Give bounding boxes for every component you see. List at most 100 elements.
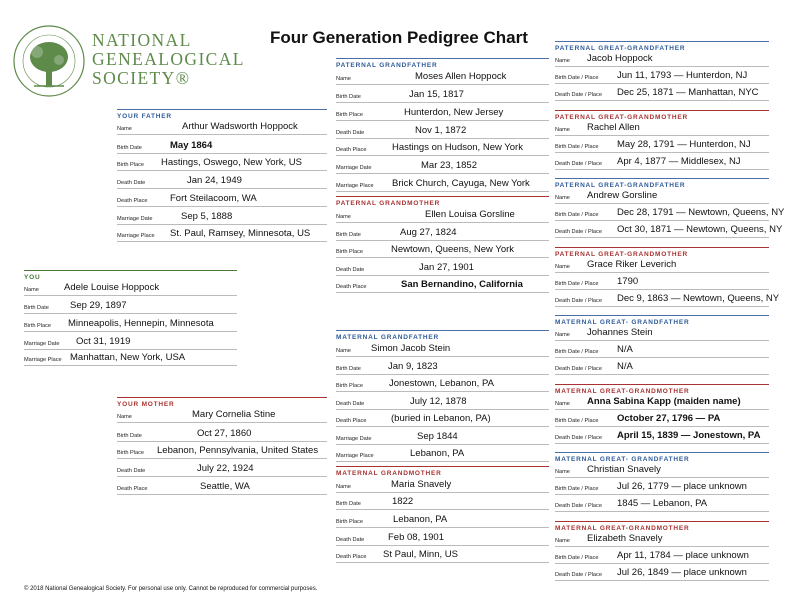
field-label: Death Place: [117, 198, 148, 204]
great-grandparent-birth-row: Birth Date / Place 1790: [555, 272, 769, 290]
mother-name-row: Name Mary Cornelia Stine: [117, 405, 327, 423]
maternal-grandfather-header: MATERNAL GRANDFATHER: [336, 330, 549, 341]
field-value: Arthur Wadsworth Hoppock: [182, 121, 298, 132]
field-value: Jan 15, 1817: [409, 89, 464, 100]
pat-gm-name-row: Name Ellen Louisa Gorsline: [336, 205, 549, 223]
you-birth-place-row: Birth Place Minneapolis, Hennepin, Minnes…: [24, 314, 237, 332]
great-grandparent-header: MATERNAL GREAT- GRANDFATHER: [555, 452, 769, 463]
field-value: Brick Church, Cayuga, New York: [392, 178, 530, 189]
pat-gf-death-date-row: Death Date Nov 1, 1872: [336, 121, 549, 139]
you-name-row: Name Adele Louise Hoppock: [24, 278, 237, 296]
field-value: July 22, 1924: [197, 463, 254, 474]
great-grandparent-name-value: Rachel Allen: [587, 121, 640, 133]
pat-gm-birth-date-row: Birth Date Aug 27, 1824: [336, 223, 549, 241]
field-label: Marriage Date: [24, 341, 60, 347]
great-grandparent-death-row: Death Date / Place April 15, 1839 — Jones…: [555, 426, 769, 444]
field-label: Death Place: [336, 147, 367, 153]
field-label: Birth Date: [336, 501, 361, 507]
mat-gm-death-date-row: Death Date Feb 08, 1901: [336, 528, 549, 546]
field-label: Name: [555, 537, 570, 544]
great-grandparent-death-value: April 15, 1839 — Jonestown, PA: [617, 429, 761, 441]
field-label: Birth Place: [336, 383, 364, 389]
field-label: Name: [117, 126, 132, 132]
you-marriage-date-row: Marriage Date Oct 31, 1919: [24, 332, 237, 350]
field-label: Death Place: [336, 284, 367, 290]
father-marriage-date-row: Marriage Date Sep 5, 1888: [117, 207, 327, 225]
field-value: Oct 27, 1860: [197, 428, 252, 439]
field-label: Name: [117, 414, 132, 420]
field-value: Hastings on Hudson, New York: [392, 142, 523, 153]
mat-gf-birth-date-row: Birth Date Jan 9, 1823: [336, 357, 549, 375]
mat-gm-birth-place-row: Birth Place Lebanon, PA: [336, 510, 549, 528]
field-value: Nov 1, 1872: [415, 125, 467, 136]
field-label: Death Date / Place: [555, 297, 602, 304]
father-marriage-place-row: Marriage Place St. Paul, Ramsey, Minnesot…: [117, 224, 327, 242]
great-grandparent-death-row: Death Date / Place N/A: [555, 357, 769, 375]
field-label: Death Place: [117, 486, 148, 492]
field-value: Newtown, Queens, New York: [391, 244, 515, 255]
great-grandparent-name-row: Name Johannes Stein: [555, 323, 769, 341]
field-label: Death Date / Place: [555, 571, 602, 578]
great-grandparent-death-value: Apr 4, 1877 — Middlesex, NJ: [617, 155, 741, 167]
field-value: Lebanon, Pennsylvania, United States: [157, 445, 319, 456]
mother-birth-place-row: Birth Place Lebanon, Pennsylvania, United…: [117, 441, 327, 459]
pat-gm-death-place-row: Death Place San Bernandino, California: [336, 275, 549, 293]
field-value: Ellen Louisa Gorsline: [425, 209, 515, 220]
field-value: Sep 1844: [417, 431, 458, 442]
great-grandparent-death-value: Dec 25, 1871 — Manhattan, NYC: [617, 87, 759, 98]
field-label: Death Date: [117, 180, 146, 186]
field-label: Birth Date / Place: [555, 212, 599, 218]
field-label: Name: [336, 214, 351, 220]
field-label: Birth Place: [117, 162, 145, 168]
field-label: Birth Date: [336, 366, 361, 372]
field-value: Lebanon, PA: [410, 448, 465, 459]
father-birth-place-row: Birth Place Hastings, Oswego, New York, U…: [117, 153, 327, 171]
field-label: Death Date / Place: [555, 366, 602, 372]
great-grandparent-death-row: Death Date / Place Jul 26, 1849 — place u…: [555, 563, 769, 581]
field-label: Name: [336, 484, 351, 490]
mother-death-date-row: Death Date July 22, 1924: [117, 459, 327, 477]
you-header: YOU: [24, 270, 237, 281]
field-value: July 12, 1878: [410, 396, 467, 407]
field-value: Hastings, Oswego, New York, US: [161, 157, 302, 168]
field-label: Birth Date: [117, 145, 142, 151]
field-label: Name: [336, 76, 351, 82]
mat-gm-birth-date-row: Birth Date 1822: [336, 492, 549, 510]
great-grandparent-birth-row: Birth Date / Place May 28, 1791 — Hunterd…: [555, 135, 769, 153]
great-grandparent-death-value: N/A: [617, 361, 633, 372]
great-grandparent-death-row: Death Date / Place Apr 4, 1877 — Middlese…: [555, 152, 769, 170]
great-grandparent-name-value: Anna Sabina Kapp (maiden name): [587, 395, 741, 407]
field-label: Birth Place: [336, 519, 364, 525]
field-label: Death Date / Place: [555, 229, 602, 235]
great-grandparent-name-row: Name Anna Sabina Kapp (maiden name): [555, 392, 769, 410]
field-value: Seattle, WA: [200, 481, 250, 492]
great-grandparent-birth-value: Jul 26, 1779 — place unknown: [617, 481, 747, 492]
great-grandparent-birth-value: May 28, 1791 — Hunterdon, NJ: [617, 138, 751, 150]
great-grandparent-name-row: Name Elizabeth Snavely: [555, 529, 769, 547]
society-seal-logo: [13, 25, 85, 97]
field-value: May 1864: [170, 140, 213, 151]
great-grandparent-birth-value: 1790: [617, 275, 639, 287]
great-grandparent-header: MATERNAL GREAT-GRANDMOTHER: [555, 383, 769, 395]
great-grandparent-name-row: Name Rachel Allen: [555, 118, 769, 136]
field-label: Name: [555, 126, 570, 133]
great-grandparent-death-value: Oct 30, 1871 — Newtown, Queens, NY: [617, 224, 783, 235]
field-label: Death Place: [336, 418, 367, 424]
field-label: Death Date / Place: [555, 92, 602, 98]
great-grandparent-death-value: 1845 — Lebanon, PA: [617, 498, 708, 509]
paternal-grandmother-header: PATERNAL GRANDMOTHER: [336, 196, 549, 207]
field-label: Marriage Place: [336, 183, 374, 189]
great-grandparent-birth-value: Dec 28, 1791 — Newtown, Queens, NY: [617, 207, 785, 218]
field-label: Birth Date: [336, 94, 361, 100]
great-grandparent-header: PATERNAL GREAT-GRANDFATHER: [555, 41, 769, 52]
field-label: Name: [555, 332, 570, 338]
great-grandparent-birth-row: Birth Date / Place Dec 28, 1791 — Newtown…: [555, 203, 784, 221]
field-value: Adele Louise Hoppock: [64, 282, 160, 293]
field-label: Birth Date / Place: [555, 417, 599, 424]
field-label: Birth Place: [117, 450, 145, 456]
mat-gf-death-date-row: Death Date July 12, 1878: [336, 392, 549, 410]
great-grandparent-death-value: Dec 9, 1863 — Newtown, Queens, NY: [617, 292, 780, 304]
great-grandparent-birth-value: October 27, 1796 — PA: [617, 412, 721, 424]
field-label: Birth Date / Place: [555, 554, 599, 561]
field-value: Jan 24, 1949: [187, 175, 242, 186]
